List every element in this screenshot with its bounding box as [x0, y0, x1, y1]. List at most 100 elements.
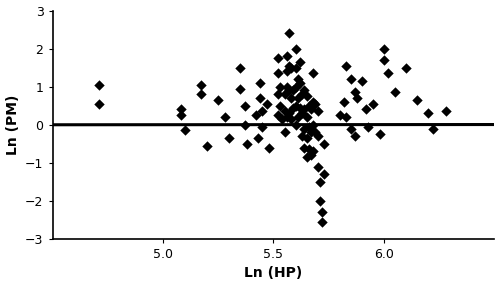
Point [318, 210, 326, 214]
Point [276, 84, 284, 89]
Point [243, 142, 251, 146]
Point [336, 113, 344, 118]
Point [226, 136, 234, 140]
Point [296, 105, 304, 110]
Point [274, 71, 282, 76]
Point [282, 69, 290, 74]
Point [307, 107, 315, 112]
Point [302, 155, 310, 159]
Point [364, 124, 372, 129]
Point [314, 134, 322, 138]
Point [298, 92, 306, 97]
Point [298, 134, 306, 138]
Point [252, 113, 260, 118]
Point [290, 105, 298, 110]
Point [302, 136, 310, 140]
Point [181, 128, 189, 133]
Point [236, 86, 244, 91]
Point [312, 102, 320, 106]
Point [342, 115, 350, 119]
Point [380, 46, 388, 51]
Point [258, 109, 266, 114]
Point [256, 96, 264, 100]
Point [442, 109, 450, 114]
Point [354, 96, 362, 100]
Point [263, 102, 271, 106]
Point [258, 124, 266, 129]
Point [274, 56, 282, 60]
Point [314, 164, 322, 169]
Point [351, 90, 359, 95]
Point [305, 147, 313, 152]
Point [342, 63, 350, 68]
Point [278, 117, 286, 121]
Point [241, 104, 249, 108]
Point [302, 94, 310, 98]
Point [305, 124, 313, 129]
Point [280, 92, 288, 97]
Point [347, 126, 355, 131]
Point [310, 71, 318, 76]
Point [282, 54, 290, 59]
Point [300, 107, 308, 112]
Point [300, 145, 308, 150]
Point [292, 104, 300, 108]
Point [307, 153, 315, 157]
Point [316, 180, 324, 184]
Point [305, 104, 313, 108]
Point [282, 84, 290, 89]
Point [428, 126, 436, 131]
Point [347, 77, 355, 81]
Point [236, 65, 244, 70]
Point [196, 82, 204, 87]
Point [176, 107, 184, 112]
Point [176, 113, 184, 118]
Point [316, 198, 324, 203]
Point [292, 65, 300, 70]
Point [285, 111, 293, 116]
Point [351, 134, 359, 138]
Point [296, 81, 304, 85]
Point [256, 81, 264, 85]
X-axis label: Ln (HP): Ln (HP) [244, 267, 302, 281]
Point [362, 107, 370, 112]
Point [380, 58, 388, 62]
Point [294, 77, 302, 81]
Point [318, 219, 326, 224]
Point [287, 117, 295, 121]
Point [265, 145, 273, 150]
Point [302, 115, 310, 119]
Point [376, 132, 384, 136]
Point [285, 63, 293, 68]
Point [424, 111, 432, 116]
Point [95, 102, 103, 106]
Point [214, 98, 222, 102]
Point [314, 109, 322, 114]
Point [241, 122, 249, 127]
Point [358, 79, 366, 83]
Point [298, 111, 306, 116]
Point [287, 96, 295, 100]
Point [292, 122, 300, 127]
Point [369, 102, 377, 106]
Point [285, 88, 293, 93]
Point [285, 31, 293, 36]
Point [280, 130, 288, 135]
Point [296, 60, 304, 64]
Point [292, 84, 300, 89]
Point [384, 71, 392, 76]
Point [312, 130, 320, 135]
Point [310, 149, 318, 154]
Point [196, 92, 204, 97]
Point [290, 88, 298, 93]
Y-axis label: Ln (PM): Ln (PM) [6, 94, 20, 155]
Point [294, 96, 302, 100]
Point [340, 100, 348, 104]
Point [282, 115, 290, 119]
Point [402, 65, 410, 70]
Point [294, 115, 302, 119]
Point [310, 122, 318, 127]
Point [274, 113, 282, 118]
Point [95, 82, 103, 87]
Point [391, 90, 399, 95]
